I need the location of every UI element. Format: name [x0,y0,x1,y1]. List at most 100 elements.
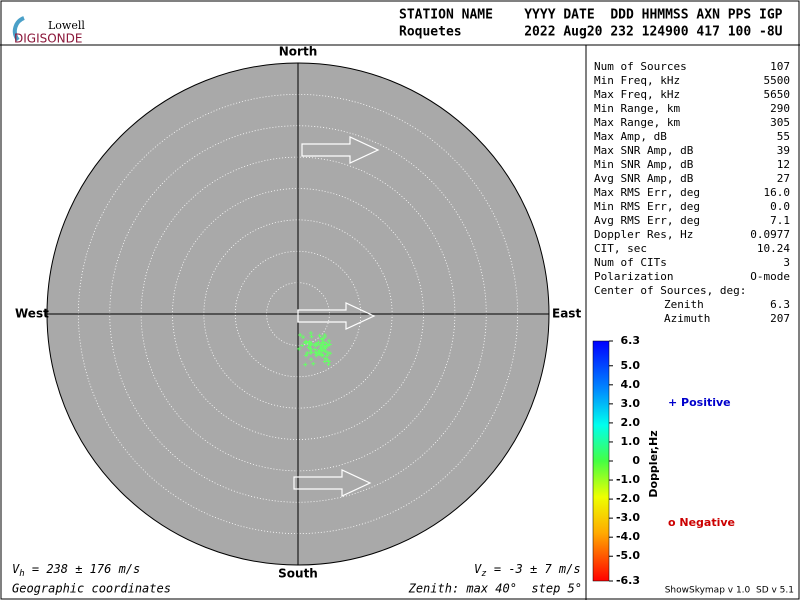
source-point [322,349,327,354]
source-point [307,340,312,345]
source-point [309,357,314,362]
source-point [298,332,303,337]
stat-value: 3 [783,256,790,269]
legend-positive: + Positive [668,396,731,409]
stat-label: Max RMS Err, deg [594,186,700,199]
source-point [320,348,325,353]
stat-value: 6.3 [770,298,790,311]
colorbar-tick-label: -4.0 [616,530,640,543]
compass-label: West [15,307,49,321]
stat-value: 290 [770,102,790,115]
source-point [313,347,318,352]
velocity-arrow [301,136,380,164]
colorbar-tick-label: 3.0 [621,397,641,410]
source-point [314,353,319,358]
stat-label: Avg RMS Err, deg [594,214,700,227]
source-point [326,362,331,367]
compass-label: North [279,45,317,59]
source-point [322,359,327,364]
version-text: ShowSkymap v 1.0 SD v 5.1 [665,586,794,596]
stat-value: 10.24 [757,242,790,255]
source-point [303,362,308,367]
velocity-arrow [293,469,372,497]
logo-top: Lowell [48,19,85,32]
source-point [300,343,305,348]
stat-label: Min SNR Amp, dB [594,158,694,171]
stat-label: Min Freq, kHz [594,74,680,87]
source-point [325,343,330,348]
colorbar-tick-label: -6.3 [616,574,640,587]
logo-arc [12,16,25,42]
legend-negative: o Negative [668,516,735,529]
velocity-arrow [297,302,376,330]
stat-value: 27 [777,172,790,185]
colorbar-tick-label: 6.3 [621,334,641,347]
stat-value: 107 [770,60,790,73]
stat-label: Azimuth [664,312,710,325]
colorbar-tick-label: 2.0 [621,416,641,429]
stat-label: Max SNR Amp, dB [594,144,694,157]
source-point [309,341,314,346]
stat-value: 5500 [764,74,791,87]
source-point [327,342,332,347]
stat-value: O-mode [750,270,790,283]
skymap [46,62,550,566]
source-point [304,353,309,358]
source-point [328,351,333,356]
stat-label: Min RMS Err, deg [594,200,700,213]
stat-label: Num of Sources [594,60,687,73]
source-point [314,342,319,347]
stat-label: Num of CITs [594,256,667,269]
colorbar [592,340,610,582]
source-point [327,338,332,343]
vz-text: Vz = -3 ± 7 m/s [474,562,581,579]
source-point [308,346,313,351]
stat-value: 0.0977 [750,228,790,241]
source-point [301,335,306,340]
source-point [319,343,324,348]
header-line: STATION NAME YYYY DATE DDD HHMMSS AXN PP… [399,8,783,23]
colorbar-title: Doppler,Hz [647,430,660,497]
stat-value: 0.0 [770,200,790,213]
coords-text: Geographic coordinates [12,582,171,596]
stat-label: Max Freq, kHz [594,88,680,101]
colorbar-tick-label: 4.0 [621,378,641,391]
stat-value: 16.0 [764,186,791,199]
header-line: Roquetes 2022 Aug20 232 124900 417 100 -… [399,25,783,40]
source-point [321,340,326,345]
stat-value: 7.1 [770,214,790,227]
stat-value: 39 [777,144,790,157]
stat-label: Max Amp, dB [594,130,667,143]
stat-label: Avg SNR Amp, dB [594,172,694,185]
source-point [322,333,327,338]
stat-label: Min Range, km [594,102,680,115]
source-point [325,357,330,362]
colorbar-tick-label: -5.0 [616,549,640,562]
source-point [317,333,322,338]
compass-label: South [278,567,318,581]
colorbar-tick-label: 5.0 [621,359,641,372]
stat-label: CIT, sec [594,242,647,255]
stat-value: 55 [777,130,790,143]
compass-label: East [552,307,581,321]
stat-label: Zenith [664,298,704,311]
logo-bottom: DIGISONDE [14,32,82,46]
stat-label: Max Range, km [594,116,680,129]
source-point [311,361,316,366]
colorbar-tick-label: -2.0 [616,492,640,505]
stat-label: Polarization [594,270,673,283]
source-point [320,336,325,341]
stat-label: Doppler Res, Hz [594,228,693,241]
source-point [320,353,325,358]
source-point [325,353,330,358]
source-point [308,331,313,336]
stat-value: 5650 [764,88,791,101]
colorbar-tick-label: -1.0 [616,473,640,486]
colorbar-tick-label: 0 [632,454,640,467]
stat-value: 207 [770,312,790,325]
source-point [316,340,321,345]
zenith-text: Zenith: max 40° step 5° [408,582,582,596]
colorbar-tick-label: 1.0 [621,435,641,448]
